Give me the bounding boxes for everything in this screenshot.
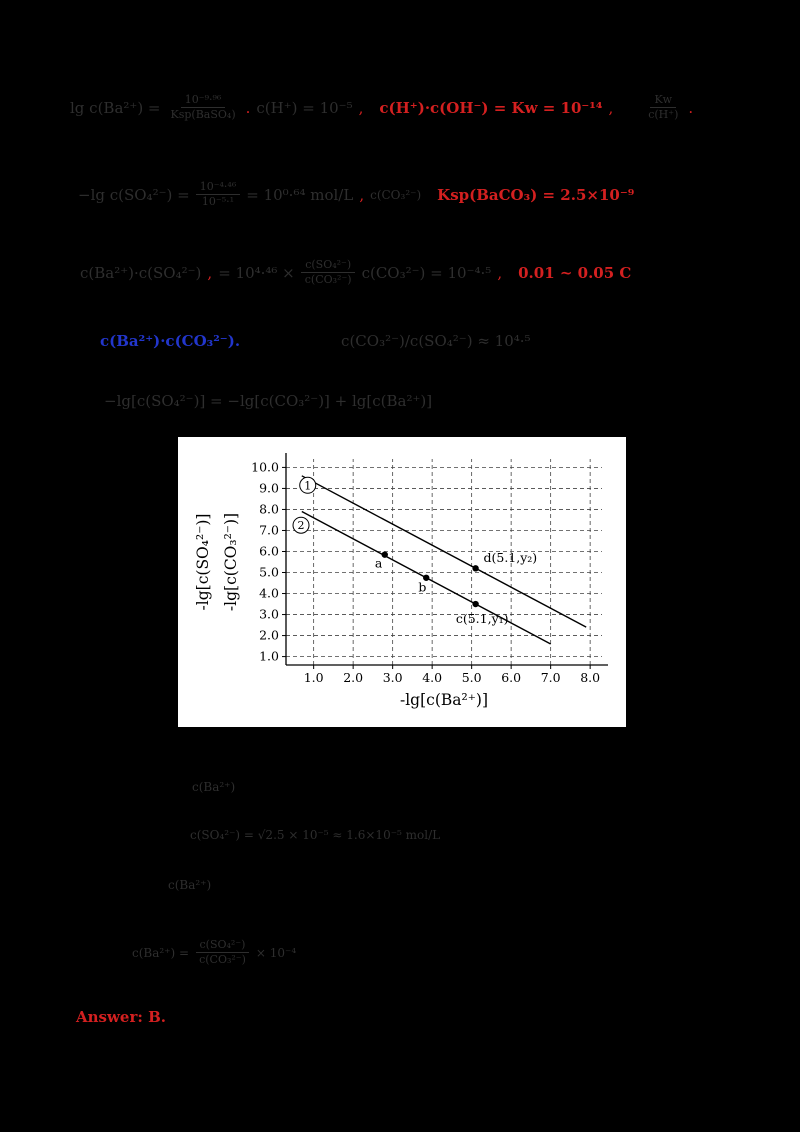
math-text: = 10⁰·⁶⁴ mol/L [246,185,354,204]
x-tick-label: 6.0 [501,670,521,685]
series-line-1 [301,475,587,628]
math-line-8: c(Ba²⁺) [168,878,211,892]
math-line-4: c(Ba²⁺)·c(CO₃²⁻). c(CO₃²⁻)/c(SO₄²⁻) ≈ 10… [100,332,531,350]
fraction-denominator: 10⁻⁵·¹ [201,195,235,209]
punctuation: . [688,98,694,117]
fraction: c(SO₄²⁻) c(CO₃²⁻) [195,938,250,968]
data-point-a [381,551,388,558]
data-point-c [472,600,479,608]
math-text: c(Ba²⁺) [192,780,236,794]
math-text: −lg[c(SO₄²⁻)] = −lg[c(CO₃²⁻)] + lg[c(Ba²… [104,392,433,410]
data-point-b [423,574,430,581]
x-tick-label: 4.0 [422,670,442,685]
fraction-numerator: 10⁻⁴·⁴⁶ [195,180,241,196]
math-line-3: c(Ba²⁺)·c(SO₄²⁻) , = 10⁴·⁴⁶ × c(SO₄²⁻) c… [80,258,631,288]
punctuation: , [207,263,213,282]
fraction: c(SO₄²⁻) c(CO₃²⁻) [301,258,356,288]
math-text: c(H⁺) = 10⁻⁵ [256,98,353,117]
math-text: × 10⁻⁴ [255,945,297,960]
y-axis-title-inner: -lg[c(CO₃²⁻)] [222,513,240,611]
math-text: c(CO₃²⁻) = 10⁻⁴·⁵ [361,263,492,282]
math-line-9: c(Ba²⁺) = c(SO₄²⁻) c(CO₃²⁻) × 10⁻⁴ [132,938,296,968]
fraction-denominator: c(CO₃²⁻) [199,953,246,967]
math-line-6: c(Ba²⁺) [192,780,235,794]
fraction-numerator: Kw [650,93,677,109]
x-tick-label: 2.0 [343,670,363,685]
y-tick-label: 7.0 [259,522,279,537]
math-line-1: lg c(Ba²⁺) = 10⁻⁹·⁹⁶ Ksp(BaSO₄) . c(H⁺) … [70,93,693,123]
x-axis-title: -lg[c(Ba²⁺)] [400,691,488,709]
y-tick-label: 6.0 [259,543,279,558]
math-line-2: −lg c(SO₄²⁻) = 10⁻⁴·⁴⁶ 10⁻⁵·¹ = 10⁰·⁶⁴ m… [78,180,634,210]
y-tick-label: 9.0 [259,480,279,495]
x-tick-label: 8.0 [580,670,600,685]
punctuation: , [497,263,503,282]
y-tick-label: 8.0 [259,501,279,516]
math-text: c(CO₃²⁻) [370,187,422,202]
math-text: lg c(Ba²⁺) = [70,98,161,117]
math-text: c(Ba²⁺) [168,878,212,892]
fraction-denominator: c(CO₃²⁻) [304,273,352,287]
circled-label-1 [299,476,317,494]
fraction: 10⁻⁴·⁴⁶ 10⁻⁵·¹ [195,180,241,210]
data-point-label-c: c(5.1,y₁) [456,611,509,626]
fraction-numerator: c(SO₄²⁻) [301,258,356,274]
math-text: c(Ba²⁺) = [132,945,190,960]
y-axis-title-outer: -lg[c(SO₄²⁻)] [194,514,212,611]
math-text: c(SO₄²⁻) = √2.5 × 10⁻⁵ ≈ 1.6×10⁻⁵ mol/L [190,828,441,842]
x-tick-label: 5.0 [462,670,482,685]
fraction-denominator: Ksp(BaSO₄) [170,108,236,122]
highlighted-answer-text: c(H⁺)·c(OH⁻) = Kw = 10⁻¹⁴ [379,98,603,117]
y-tick-label: 4.0 [259,586,279,601]
chart-panel: 1.0 2.0 3.0 4.0 5.0 6.0 7.0 8.0 1.0 2.0 3.0 4.0 5.0 6… [178,437,626,727]
x-tick-label: 3.0 [383,670,403,685]
math-line-5: −lg[c(SO₄²⁻)] = −lg[c(CO₃²⁻)] + lg[c(Ba²… [104,392,432,410]
fraction-denominator: c(H⁺) [648,108,679,122]
data-point-label-d: d(5.1,y₂) [484,550,538,565]
x-tick-label: 1.0 [304,670,324,685]
punctuation: , [608,98,614,117]
y-tick-label: 10.0 [251,459,279,474]
solubility-precipitation-chart: 1.0 2.0 3.0 4.0 5.0 6.0 7.0 8.0 1.0 2.0 3.0 4.0 5.0 6… [194,453,608,709]
y-tick-label: 1.0 [259,649,279,664]
fraction-numerator: 10⁻⁹·⁹⁶ [180,93,226,109]
punctuation: , [359,185,365,204]
math-text: c(CO₃²⁻)/c(SO₄²⁻) ≈ 10⁴·⁵ [341,332,531,350]
circled-label-digit-1: 1 [304,479,311,492]
y-tick-label: 2.0 [259,628,279,643]
data-point-d [472,565,479,572]
math-text: −lg c(SO₄²⁻) = [78,185,190,204]
fraction-numerator: c(SO₄²⁻) [195,938,250,954]
data-point-label-b: b [418,579,426,594]
fraction: Kw c(H⁺) [644,93,682,123]
final-answer-text: Answer: B. [76,1008,167,1026]
math-text: = 10⁴·⁴⁶ × [218,263,295,282]
answer-line: Answer: B. [76,1008,166,1026]
data-point-label-a: a [375,555,383,570]
y-tick-label: 3.0 [259,607,279,622]
punctuation: , [358,98,364,117]
circled-label-2 [292,516,310,534]
blue-note-text: c(Ba²⁺)·c(CO₃²⁻). [100,332,241,350]
x-tick-label: 7.0 [541,670,561,685]
math-text: c(Ba²⁺)·c(SO₄²⁻) [80,263,202,282]
highlighted-answer-text: Ksp(BaCO₃) = 2.5×10⁻⁹ [437,185,635,204]
punctuation: . [245,98,251,117]
math-line-7: c(SO₄²⁻) = √2.5 × 10⁻⁵ ≈ 1.6×10⁻⁵ mol/L [190,828,440,842]
circled-label-digit-2: 2 [298,519,305,532]
fraction: 10⁻⁹·⁹⁶ Ksp(BaSO₄) [167,93,240,123]
y-tick-label: 5.0 [259,565,279,580]
highlighted-answer-text: 0.01 ~ 0.05 C [518,263,632,282]
